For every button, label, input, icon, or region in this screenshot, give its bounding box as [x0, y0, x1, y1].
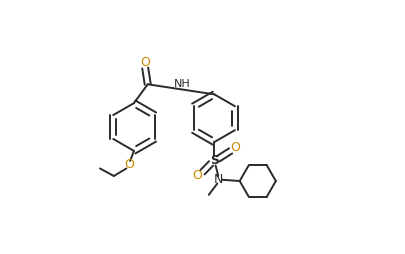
Text: O: O [124, 158, 134, 171]
Text: O: O [230, 141, 240, 154]
Text: O: O [140, 56, 150, 69]
Text: N: N [213, 173, 223, 186]
Text: S: S [209, 154, 218, 167]
Text: NH: NH [173, 79, 190, 89]
Text: O: O [192, 169, 202, 182]
